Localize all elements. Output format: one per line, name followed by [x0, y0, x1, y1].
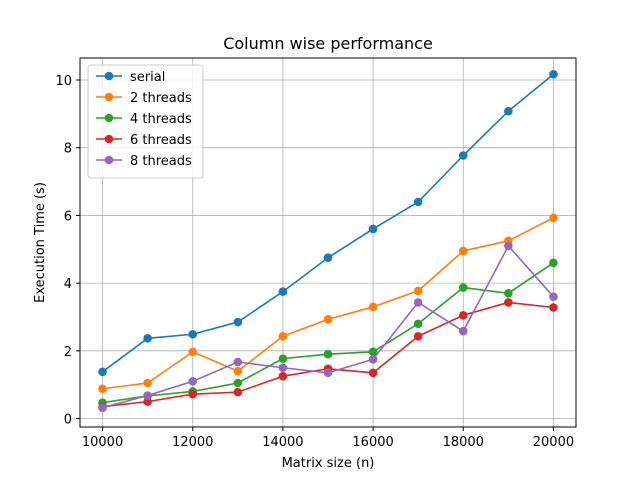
series-8-threads [98, 241, 558, 413]
data-point-4-threads [458, 283, 468, 292]
data-point-4-threads [323, 349, 333, 359]
data-point-8-threads [504, 241, 513, 251]
data-point-8-threads [323, 368, 333, 378]
legend-item-8-threads: 8 threads [96, 154, 192, 169]
data-point-2-threads [233, 366, 243, 376]
data-point-2-threads [368, 302, 378, 312]
data-point-8-threads [368, 354, 378, 364]
data-point-6-threads [458, 310, 468, 320]
axis-ticks: 10000 12000 14000 16000 18000 20000 0 2 4 6 8 10 [55, 74, 574, 450]
legend-swatch-marker [104, 71, 114, 81]
plot-area-frame [79, 57, 577, 428]
y-tick-label: 8 [64, 142, 72, 157]
data-point-serial [98, 367, 107, 377]
legend-item-4-threads: 4 threads [96, 112, 192, 127]
data-point-2-threads [143, 378, 152, 388]
y-tick-label: 10 [55, 74, 72, 89]
legend-label: 2 threads [130, 91, 192, 106]
data-point-6-threads [504, 298, 513, 307]
data-point-8-threads [188, 376, 198, 386]
data-point-serial [368, 224, 378, 234]
data-point-serial [278, 287, 288, 296]
legend-item-2-threads: 2 threads [96, 91, 192, 106]
data-point-2-threads [278, 331, 288, 341]
data-point-2-threads [188, 347, 198, 357]
legend-label: 8 threads [130, 154, 192, 169]
x-tick-label: 14000 [262, 435, 303, 450]
legend-swatch-marker [104, 155, 114, 165]
series-2-threads [98, 213, 558, 394]
data-point-serial [413, 197, 423, 207]
data-point-8-threads [413, 298, 423, 307]
data-point-6-threads [143, 397, 152, 406]
data-point-6-threads [413, 331, 423, 341]
grid-lines [80, 58, 576, 427]
data-point-6-threads [233, 387, 243, 397]
data-point-2-threads [458, 246, 468, 256]
y-tick-label: 4 [64, 277, 72, 292]
series-lines [98, 69, 558, 413]
y-tick-label: 6 [64, 209, 72, 224]
y-axis-title: Execution Time (s) [33, 182, 48, 303]
legend-swatch-marker [104, 92, 114, 102]
data-point-8-threads [233, 357, 243, 367]
x-tick-label: 18000 [443, 435, 484, 450]
x-tick-label: 12000 [172, 435, 213, 450]
legend-swatch-marker [104, 134, 114, 144]
y-tick-label: 0 [64, 413, 72, 428]
legend-label: 4 threads [130, 112, 192, 127]
data-point-2-threads [323, 315, 333, 324]
data-point-2-threads [413, 286, 423, 296]
legend-box [87, 64, 204, 179]
data-point-8-threads [278, 363, 288, 373]
data-point-4-threads [549, 258, 558, 268]
data-point-2-threads [98, 384, 107, 394]
data-point-6-threads [368, 368, 378, 378]
data-point-4-threads [278, 354, 288, 363]
data-point-serial [504, 106, 513, 116]
data-point-4-threads [413, 319, 423, 329]
data-point-8-threads [549, 292, 558, 301]
x-tick-label: 10000 [82, 435, 123, 450]
data-point-6-threads [188, 389, 198, 399]
data-point-serial [233, 317, 243, 327]
data-point-6-threads [278, 371, 288, 381]
data-point-6-threads [549, 303, 558, 312]
data-point-8-threads [458, 326, 468, 336]
data-point-serial [458, 151, 468, 160]
data-point-2-threads [549, 213, 558, 223]
legend-label: 6 threads [130, 133, 192, 148]
x-tick-label: 20000 [533, 435, 574, 450]
chart-title: Column wise performance [223, 34, 433, 53]
data-point-serial [323, 253, 333, 263]
data-point-4-threads [233, 378, 243, 388]
data-point-8-threads [143, 391, 152, 400]
legend-item-6-threads: 6 threads [96, 133, 192, 148]
series-serial [98, 69, 558, 377]
y-tick-label: 2 [64, 345, 72, 360]
data-point-4-threads [368, 347, 378, 357]
x-axis-title: Matrix size (n) [282, 456, 375, 471]
data-point-serial [549, 69, 558, 79]
legend-label: serial [130, 70, 165, 85]
data-point-8-threads [98, 403, 107, 413]
data-point-serial [143, 334, 152, 343]
legend: serial 2 threads 4 threads 6 threads 8 threa… [87, 64, 204, 179]
data-point-serial [188, 329, 198, 339]
x-tick-label: 16000 [352, 435, 393, 450]
legend-swatch-marker [104, 113, 114, 123]
legend-item-serial: serial [96, 70, 165, 85]
data-point-4-threads [504, 288, 513, 298]
